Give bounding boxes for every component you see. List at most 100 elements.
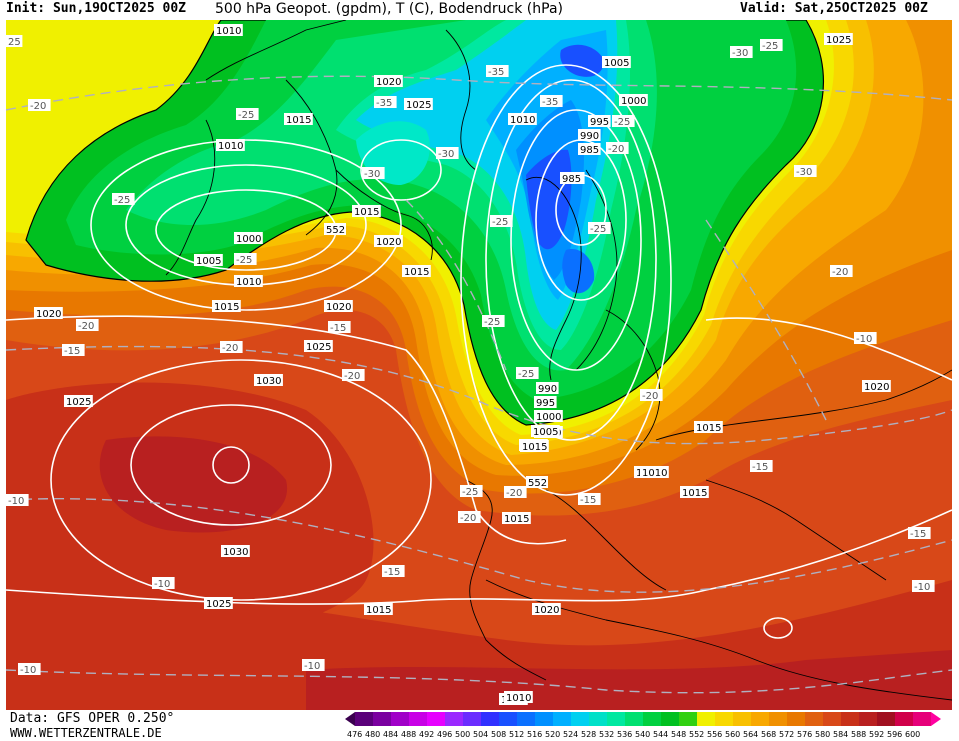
colorbar-segment [373,712,391,726]
svg-text:990: 990 [580,131,599,142]
colorbar-tick-label: 516 [527,730,542,739]
svg-text:-25: -25 [518,369,534,380]
temperature-label: -20 [606,142,629,155]
pressure-label: 995 [588,115,611,128]
svg-text:1015: 1015 [214,302,239,313]
colorbar-arrow-left [345,712,355,726]
pressure-label: 1000 [234,232,263,245]
svg-text:1015: 1015 [286,115,311,126]
svg-text:-25: -25 [238,110,254,121]
svg-text:-30: -30 [732,48,748,59]
temperature-label: -25 [490,215,513,228]
svg-text:-20: -20 [344,371,360,382]
chart-title: 500 hPa Geopot. (gpdm), T (C), Bodendruc… [215,1,563,17]
colorbar-segment [391,712,409,726]
svg-text:-25: -25 [762,41,778,52]
colorbar-segment [499,712,517,726]
colorbar-tick-label: 580 [815,730,830,739]
svg-text:1000: 1000 [621,96,646,107]
svg-text:985: 985 [580,145,599,156]
temperature-label: -20 [504,486,527,499]
pressure-label: 1010 [216,139,245,152]
pressure-label: 1000 [619,94,648,107]
svg-text:-10: -10 [856,334,872,345]
pressure-label: 1020 [34,307,63,320]
temperature-label: -25 [234,253,257,266]
temperature-label: -20 [76,319,99,332]
pressure-label: 1020 [862,380,891,393]
pressure-label: 1010 [504,691,533,704]
pressure-label: 1025 [304,340,333,353]
svg-text:-20: -20 [832,267,848,278]
svg-text:1010: 1010 [236,277,261,288]
svg-text:1015: 1015 [404,267,429,278]
pressure-label: 990 [536,382,559,395]
pressure-label: 1015 [520,440,549,453]
field-592-south [306,650,952,710]
colorbar-tick-label: 528 [581,730,596,739]
pressure-label: 1025 [64,395,93,408]
isobars [6,64,952,639]
temperature-label: -10 [854,332,877,345]
temperature-label: -25 [112,193,135,206]
colorbar-tick-label: 476 [347,730,362,739]
colorbar-segment [607,712,625,726]
svg-text:1005: 1005 [533,427,558,438]
svg-text:1010: 1010 [510,115,535,126]
colorbar-tick-label: 492 [419,730,434,739]
colorbar-tick-label: 600 [905,730,920,739]
svg-text:-20: -20 [608,144,624,155]
data-source-label: Data: GFS OPER 0.250° [10,711,175,726]
svg-text:1025: 1025 [66,397,91,408]
pressure-label: 990 [578,129,601,142]
temperature-label: -20 [220,341,243,354]
colorbar-tick-label: 572 [779,730,794,739]
pressure-label: 1015 [402,265,431,278]
svg-text:-20: -20 [222,343,238,354]
colorbar-segment [625,712,643,726]
colorbar-tick-label: 524 [563,730,578,739]
svg-text:-20: -20 [642,391,658,402]
field-516-scandinavia [562,249,595,294]
colorbar-segment [427,712,445,726]
svg-text:-10: -10 [8,496,24,507]
temperature-label: -35 [486,65,509,78]
colorbar-tick-label: 520 [545,730,560,739]
pressure-label: 1000 [534,410,563,423]
temperature-label: -35 [374,96,397,109]
temperature-labels: 25 -20 -25 -25 -25 -25 -35 -35 -35 -30 -30 -30 -30 -2… [6,35,935,676]
svg-text:1020: 1020 [376,237,401,248]
svg-text:1015: 1015 [522,442,547,453]
svg-text:1015: 1015 [354,207,379,218]
website-label: WWW.WETTERZENTRALE.DE [10,726,162,740]
svg-text:-25: -25 [484,317,500,328]
colorbar-segment [877,712,895,726]
temperature-label: -20 [28,99,51,112]
colorbar-segment [643,712,661,726]
svg-text:-35: -35 [488,67,504,78]
colorbar-tick-label: 584 [833,730,848,739]
colorbar: 476 480 484 488 492 496 500 504 508 512 516 520 524 5… [345,712,941,739]
isotherms [6,75,952,694]
colorbar-tick-label: 576 [797,730,812,739]
temperature-label: -15 [328,321,351,334]
temperature-label: -20 [640,389,663,402]
svg-text:1020: 1020 [326,302,351,313]
colorbar-tick-label: 500 [455,730,470,739]
pressure-label: 1015 [694,421,723,434]
colorbar-tick-label: 596 [887,730,902,739]
svg-text:1000: 1000 [536,412,561,423]
colorbar-tick-label: 536 [617,730,632,739]
temperature-label: -30 [794,165,817,178]
svg-text:-15: -15 [384,567,400,578]
colorbar-arrow-right [931,712,941,726]
colorbar-segment [589,712,607,726]
svg-text:1010: 1010 [506,693,531,704]
svg-text:990: 990 [538,384,557,395]
colorbar-tick-label: 488 [401,730,416,739]
map-svg: 1010 1020 1025 1015 1010 1000 1005 1010 1015 1020… [6,20,952,710]
svg-text:1025: 1025 [306,342,331,353]
svg-text:-30: -30 [438,149,454,160]
temperature-label: -30 [730,46,753,59]
pressure-label: 1005 [602,56,631,69]
